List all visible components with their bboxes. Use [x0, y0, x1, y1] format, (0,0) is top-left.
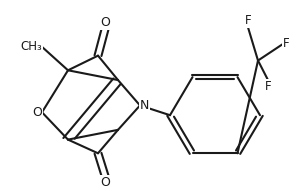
Text: F: F — [283, 37, 290, 50]
Text: N: N — [140, 99, 150, 112]
Text: O: O — [100, 176, 110, 189]
Text: F: F — [265, 80, 271, 93]
Text: CH₃: CH₃ — [20, 40, 42, 53]
Text: O: O — [100, 16, 110, 29]
Text: F: F — [245, 14, 251, 27]
Text: O: O — [32, 106, 42, 119]
